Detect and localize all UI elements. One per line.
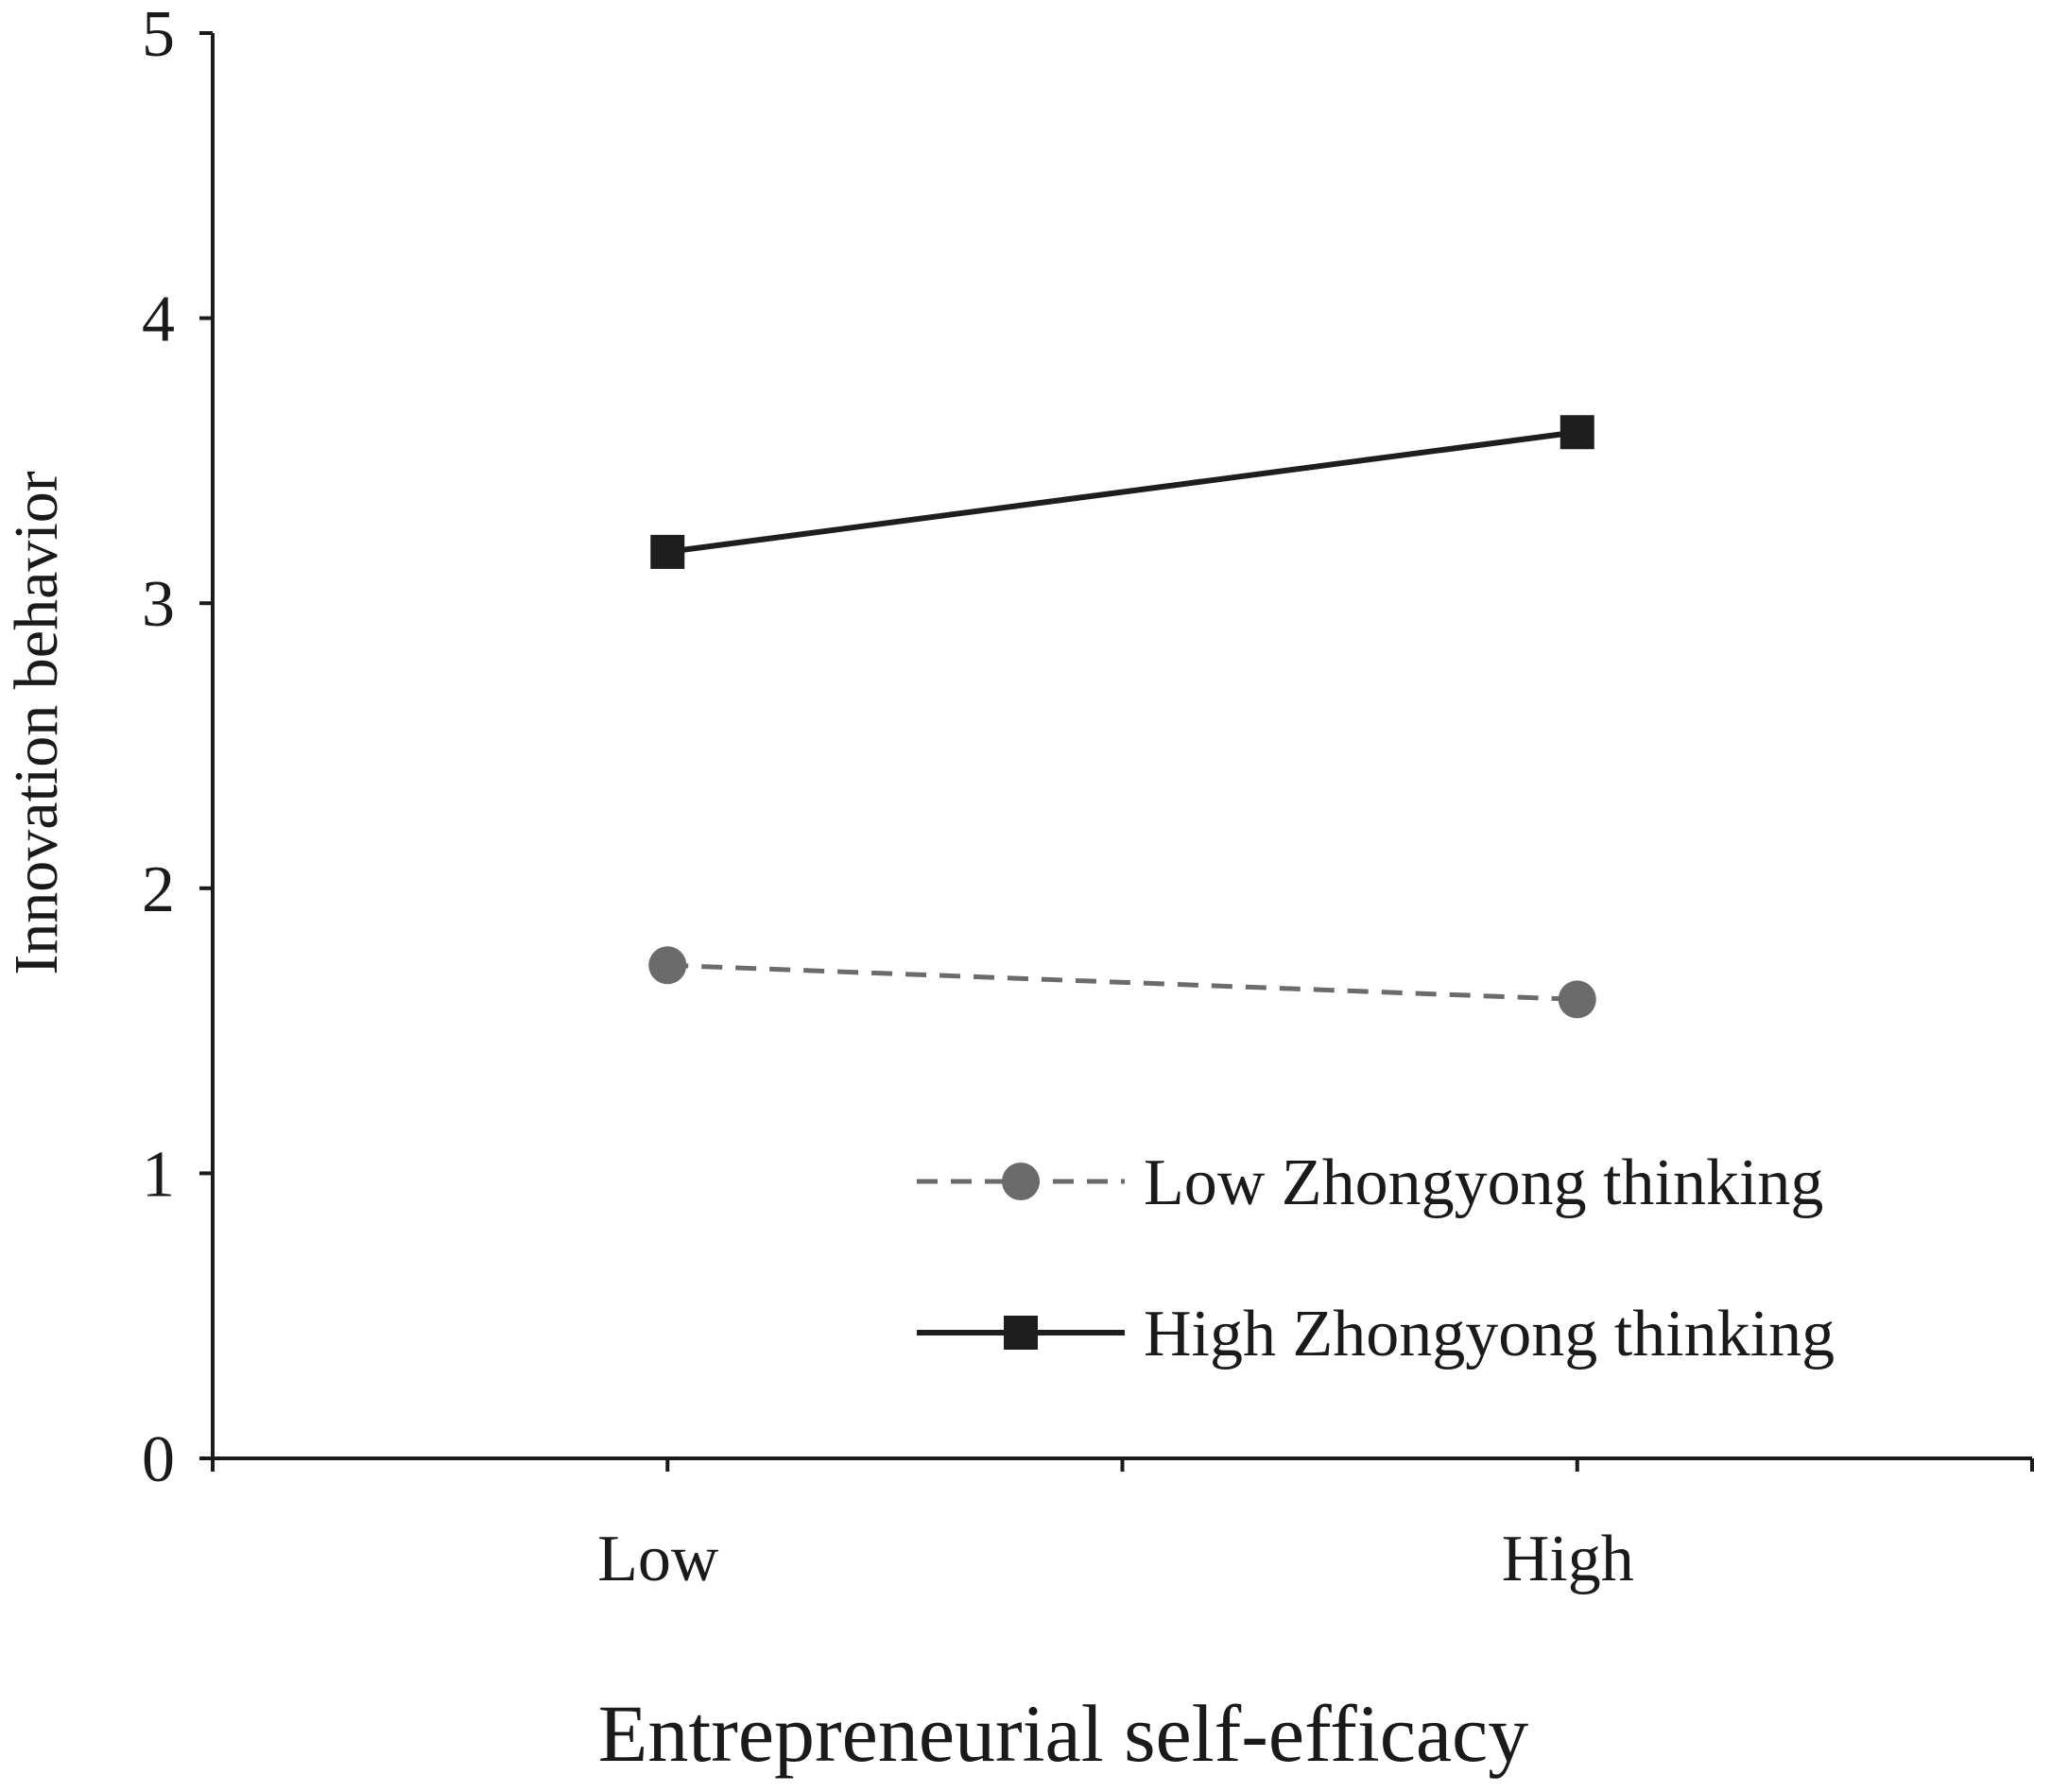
- legend: Low Zhongyong thinking High Zhongyong thi…: [917, 1146, 1835, 1370]
- series-high-zhongyong: [650, 415, 1594, 569]
- series-line: [666, 429, 1578, 555]
- legend-label: Low Zhongyong thinking: [1144, 1146, 1823, 1219]
- x-axis-title: Entrepreneurial self-efficacy: [598, 1688, 1528, 1779]
- series-layer: [648, 415, 1596, 1019]
- legend-label: High Zhongyong thinking: [1144, 1298, 1835, 1370]
- axes: [211, 33, 2032, 1460]
- data-point-circle: [648, 946, 687, 985]
- y-ticks: 0 1 2 3 4 5: [142, 0, 213, 1496]
- y-tick-label: 1: [142, 1138, 175, 1211]
- data-point-circle: [1558, 980, 1596, 1019]
- y-tick-label: 4: [142, 284, 175, 356]
- data-point-square: [1560, 415, 1594, 450]
- legend-item: High Zhongyong thinking: [917, 1298, 1835, 1370]
- series-low-zhongyong: [648, 946, 1596, 1019]
- y-tick-label: 5: [142, 0, 175, 71]
- y-tick-label: 3: [142, 568, 175, 641]
- legend-marker-circle: [1002, 1163, 1040, 1200]
- x-ticks: Low High: [211, 1458, 2034, 1595]
- x-tick-label: Low: [597, 1523, 719, 1595]
- legend-item: Low Zhongyong thinking: [917, 1146, 1823, 1219]
- y-tick-label: 0: [142, 1423, 175, 1496]
- x-tick-label: High: [1502, 1523, 1634, 1595]
- y-axis-title: Innovation behavior: [2, 471, 71, 974]
- y-tick-label: 2: [142, 853, 175, 926]
- data-point-square: [650, 534, 685, 569]
- legend-marker-square: [1004, 1316, 1038, 1350]
- series-line: [667, 962, 1577, 1002]
